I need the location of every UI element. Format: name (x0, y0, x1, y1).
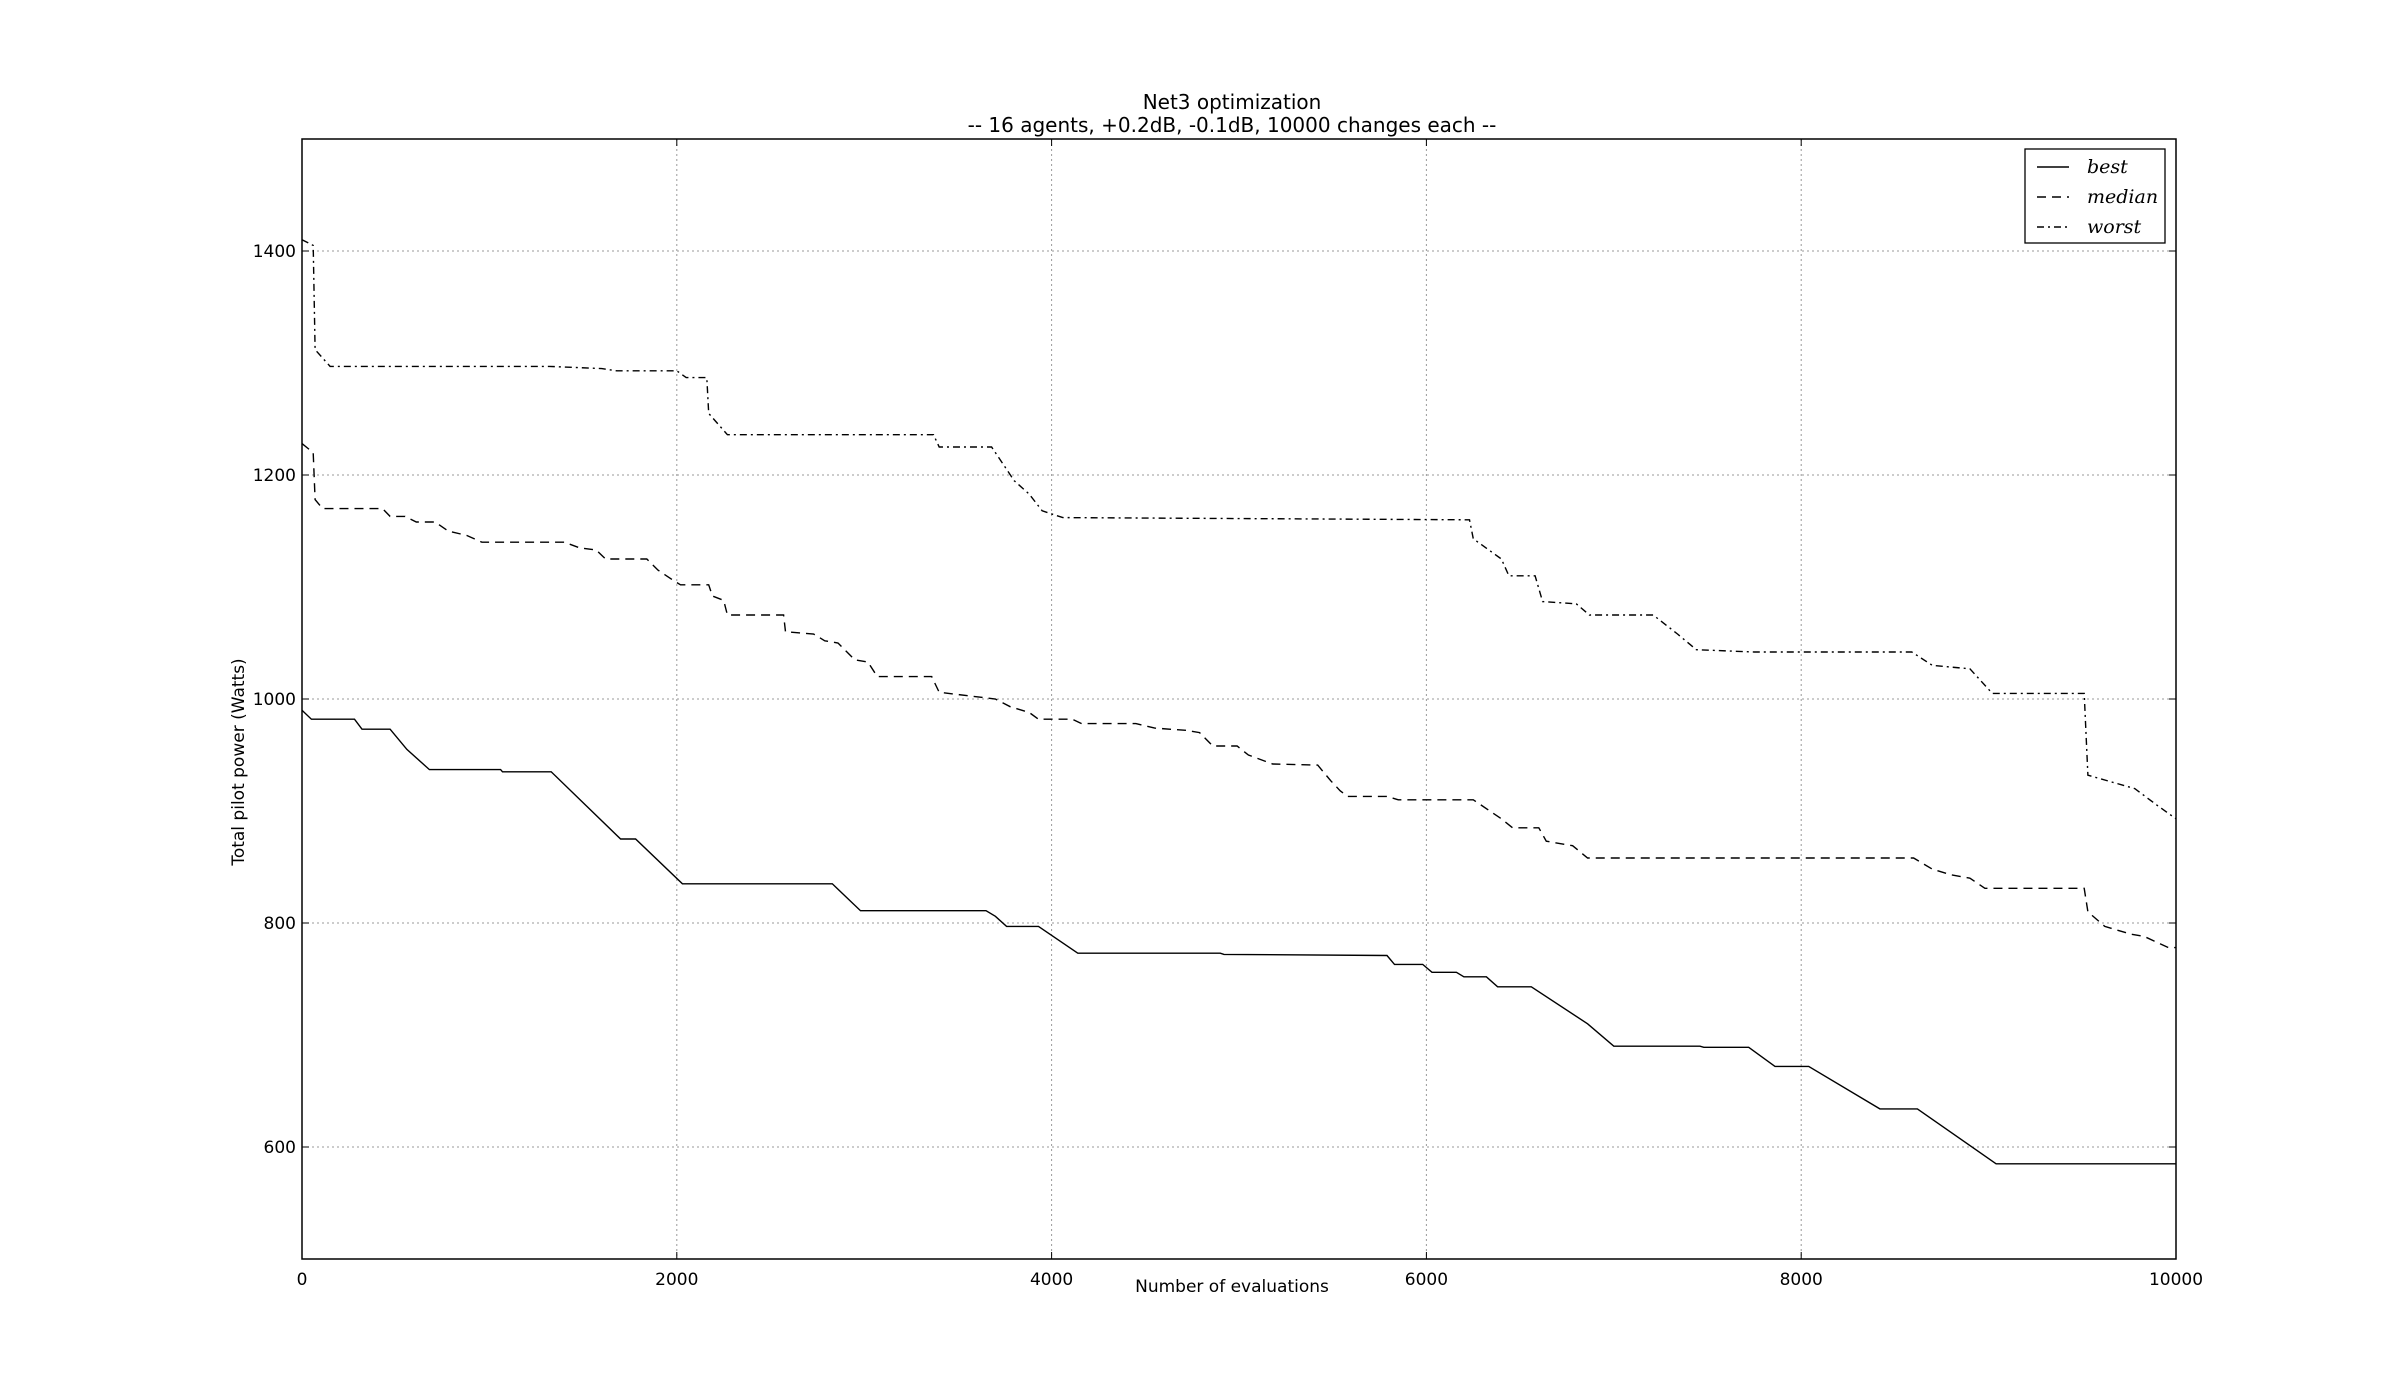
x-tick-label: 0 (297, 1270, 308, 1290)
x-tick-label: 10000 (2149, 1270, 2203, 1290)
y-axis-label: Total pilot power (Watts) (229, 658, 249, 866)
y-tick-label: 800 (264, 914, 296, 934)
legend: best median worst (2024, 148, 2166, 244)
x-tick-label: 4000 (1030, 1270, 1073, 1290)
x-axis-label: Number of evaluations (1135, 1277, 1329, 1297)
y-tick-label: 1400 (253, 242, 296, 262)
legend-label-best: best (2087, 156, 2128, 178)
series-line-best (301, 709, 2176, 1165)
series-line-worst (301, 239, 2177, 820)
legend-label-worst: worst (2087, 216, 2142, 238)
axis-ticks: 0 2000 4000 6000 8000 10000 600 800 1000 1200 1400 (253, 139, 2203, 1290)
series-line-median (301, 443, 2176, 949)
series-layer (301, 239, 2177, 1165)
legend-label-median: median (2087, 186, 2158, 208)
x-tick-label: 8000 (1780, 1270, 1823, 1290)
y-tick-label: 600 (264, 1138, 296, 1158)
chart-title: Net3 optimization (1143, 90, 1322, 114)
x-tick-label: 6000 (1405, 1270, 1448, 1290)
y-tick-label: 1000 (253, 690, 296, 710)
chart-subtitle: -- 16 agents, +0.2dB, -0.1dB, 10000 chan… (968, 113, 1497, 137)
x-tick-label: 2000 (655, 1270, 698, 1290)
y-tick-label: 1200 (253, 466, 296, 486)
grid-lines (302, 139, 2176, 1259)
